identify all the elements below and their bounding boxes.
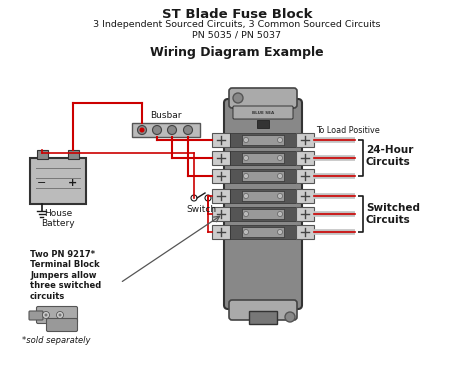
Bar (242, 209, 284, 219)
Bar (296, 169, 314, 183)
Bar (242, 191, 284, 201)
Circle shape (277, 156, 283, 160)
Text: BLUE SEA: BLUE SEA (252, 110, 274, 114)
Bar (230, 133, 296, 147)
Circle shape (56, 312, 64, 319)
FancyBboxPatch shape (46, 319, 78, 331)
Bar (257, 120, 269, 128)
Circle shape (205, 195, 211, 201)
Bar (230, 189, 296, 203)
Circle shape (191, 195, 197, 201)
Bar (230, 151, 296, 165)
Circle shape (285, 312, 295, 322)
Bar (212, 169, 230, 183)
FancyBboxPatch shape (224, 99, 302, 309)
Text: 24-Hour
Circuits: 24-Hour Circuits (366, 145, 413, 167)
Bar (242, 153, 284, 163)
Bar (212, 207, 230, 221)
Text: Busbar: Busbar (150, 111, 182, 120)
Text: House
Battery: House Battery (41, 209, 75, 229)
Circle shape (137, 126, 146, 135)
FancyBboxPatch shape (233, 106, 293, 119)
Bar (230, 169, 296, 183)
Bar (230, 225, 296, 239)
Bar (230, 207, 296, 221)
Circle shape (277, 174, 283, 178)
Circle shape (277, 230, 283, 234)
Bar (242, 135, 284, 145)
Circle shape (277, 193, 283, 199)
Text: *sold separately: *sold separately (22, 336, 90, 345)
FancyBboxPatch shape (36, 307, 78, 324)
Circle shape (233, 93, 243, 103)
Circle shape (244, 138, 248, 142)
Text: 3 Independent Sourced Circuits, 3 Common Sourced Circuits: 3 Independent Sourced Circuits, 3 Common… (93, 20, 381, 29)
Text: ST Blade Fuse Block: ST Blade Fuse Block (162, 8, 312, 21)
Bar (296, 207, 314, 221)
Bar (37, 150, 48, 159)
Bar (132, 123, 200, 137)
Circle shape (244, 193, 248, 199)
Text: +: + (68, 178, 78, 188)
Circle shape (277, 212, 283, 217)
FancyBboxPatch shape (229, 88, 297, 108)
Text: Wiring Diagram Example: Wiring Diagram Example (150, 46, 324, 59)
Text: To Load Positive: To Load Positive (316, 126, 380, 135)
Text: Switched
Circuits: Switched Circuits (366, 203, 420, 225)
Circle shape (277, 138, 283, 142)
Circle shape (153, 126, 162, 135)
Bar (296, 189, 314, 203)
Circle shape (244, 156, 248, 160)
Bar (212, 151, 230, 165)
FancyBboxPatch shape (29, 311, 43, 320)
Bar (296, 151, 314, 165)
Bar (242, 171, 284, 181)
Bar (30, 158, 86, 204)
Circle shape (58, 313, 62, 316)
Circle shape (244, 230, 248, 234)
Text: −: − (37, 178, 46, 188)
Text: PN 5035 / PN 5037: PN 5035 / PN 5037 (192, 30, 282, 39)
Circle shape (167, 126, 176, 135)
Bar (212, 133, 230, 147)
Bar (296, 225, 314, 239)
Bar (212, 189, 230, 203)
Bar (242, 227, 284, 237)
Bar (249, 311, 277, 324)
Circle shape (45, 313, 47, 316)
Circle shape (244, 212, 248, 217)
FancyBboxPatch shape (229, 300, 297, 320)
Text: Two PN 9217*
Terminal Block
Jumpers allow
three switched
circuits: Two PN 9217* Terminal Block Jumpers allo… (30, 250, 101, 301)
Bar (296, 133, 314, 147)
Circle shape (244, 174, 248, 178)
Circle shape (139, 128, 145, 132)
Text: Switch: Switch (186, 205, 216, 214)
Bar (212, 225, 230, 239)
Circle shape (183, 126, 192, 135)
Bar (68, 150, 79, 159)
Circle shape (43, 312, 49, 319)
